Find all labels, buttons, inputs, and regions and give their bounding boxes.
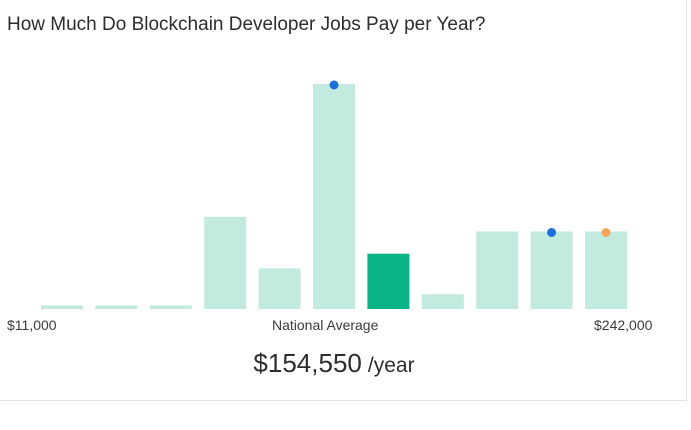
bar-national-average: [367, 253, 410, 309]
bar-marker-dot: [329, 80, 339, 90]
histogram-bar: [530, 231, 573, 309]
histogram-bar: [585, 231, 627, 309]
histogram-bar: [204, 216, 247, 309]
histogram-bar: [421, 294, 464, 309]
histogram-bar: [258, 268, 301, 309]
range-min-label: $11,000: [7, 317, 57, 333]
national-average-label: National Average: [272, 317, 379, 333]
histogram-bar: [41, 305, 83, 309]
average-salary: $154,550/year: [0, 348, 668, 379]
histogram-bar: [313, 84, 355, 309]
bar-marker-dot: [547, 228, 557, 237]
histogram-bar: [95, 305, 138, 309]
bar-marker-dot: [601, 228, 611, 237]
chart-title: How Much Do Blockchain Developer Jobs Pa…: [7, 14, 486, 35]
histogram-bar: [149, 305, 192, 309]
salary-histogram: [41, 80, 627, 309]
histogram-bar: [476, 231, 519, 309]
salary-unit: /year: [367, 354, 415, 377]
range-max-label: $242,000: [594, 317, 653, 333]
salary-card: How Much Do Blockchain Developer Jobs Pa…: [0, 0, 687, 401]
salary-amount: $154,550: [253, 348, 362, 378]
